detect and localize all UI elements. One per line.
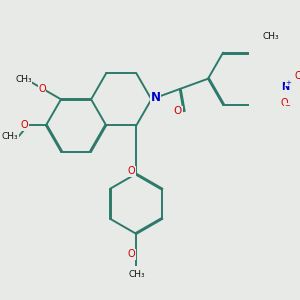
Text: CH₃: CH₃ (262, 32, 279, 41)
Text: O: O (128, 166, 135, 176)
Text: CH₃: CH₃ (15, 75, 32, 84)
Text: O: O (280, 98, 288, 109)
Text: +: + (285, 80, 291, 85)
Text: N: N (281, 82, 289, 92)
Text: O: O (21, 120, 28, 130)
Text: O: O (38, 85, 46, 94)
Text: O: O (294, 71, 300, 81)
Text: −: − (284, 103, 290, 109)
Text: CH₃: CH₃ (128, 270, 145, 279)
Text: CH₃: CH₃ (2, 132, 18, 141)
Text: N: N (151, 91, 160, 104)
Text: O: O (174, 106, 182, 116)
Text: O: O (128, 249, 135, 259)
